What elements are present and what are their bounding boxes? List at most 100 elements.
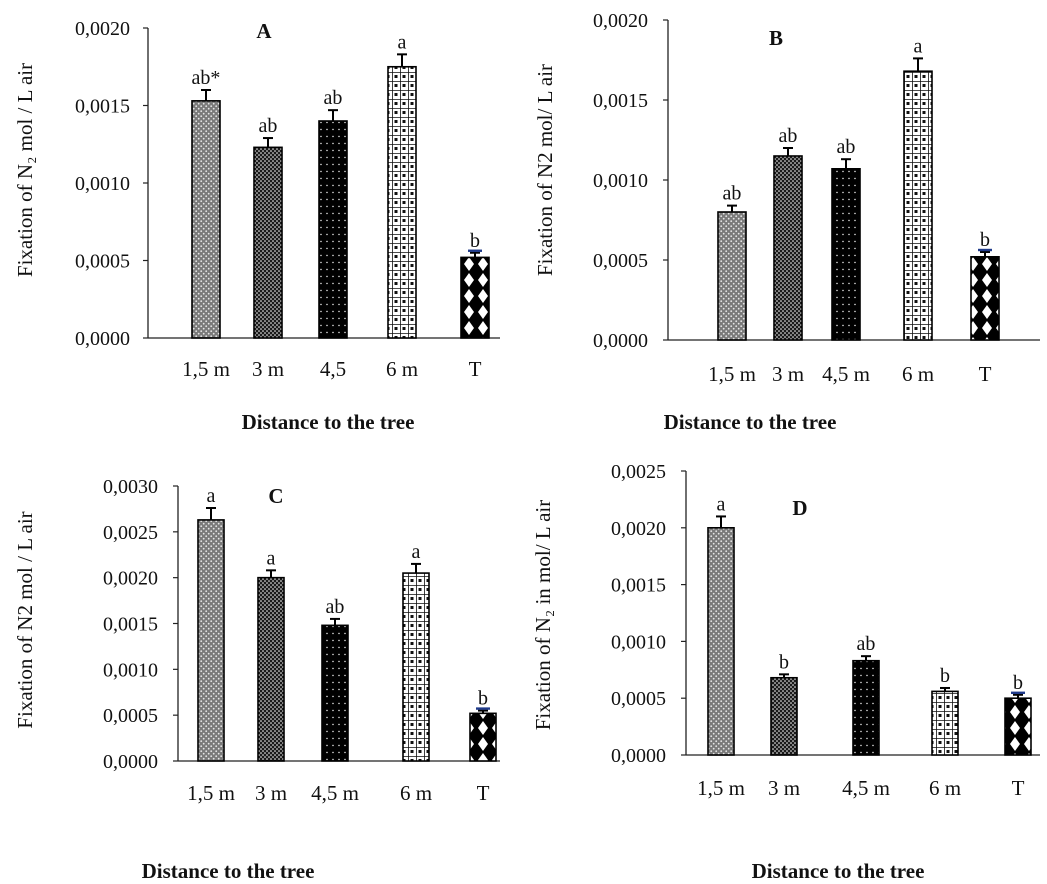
bar <box>831 168 861 341</box>
y-tick-label: 0,0005 <box>611 688 666 710</box>
y-tick-label: 0,0015 <box>103 614 158 636</box>
significance-letter: a <box>914 35 923 57</box>
significance-letter: a <box>717 493 726 515</box>
y-axis-title: Fixation of N2 mol / L air <box>13 511 37 728</box>
bar <box>318 120 348 339</box>
x-category-label: 6 m <box>929 776 961 800</box>
y-tick-label: 0,0030 <box>103 476 158 498</box>
x-category-label: 3 m <box>252 357 284 381</box>
significance-letter: ab* <box>192 67 221 89</box>
significance-letter: ab <box>324 87 343 109</box>
x-axis-title: Distance to the tree <box>664 410 837 434</box>
y-tick-label: 0,0020 <box>103 568 158 590</box>
significance-letter: b <box>478 688 488 710</box>
significance-letter: a <box>398 31 407 53</box>
x-category-label: 4,5 m <box>842 776 890 800</box>
x-category-label: 3 m <box>255 781 287 805</box>
bar <box>852 659 880 756</box>
x-category-label: 3 m <box>768 776 800 800</box>
y-tick-label: 0,0010 <box>103 659 158 681</box>
x-category-label: T <box>477 781 490 805</box>
y-tick-label: 0,0010 <box>75 173 130 195</box>
y-axis-title: Fixation of N₂ mol / L air <box>13 63 37 277</box>
panel-label: D <box>792 496 807 520</box>
y-tick-label: 0,0020 <box>593 10 648 32</box>
significance-letter: b <box>779 651 789 673</box>
x-category-label: 1,5 m <box>182 357 230 381</box>
y-tick-label: 0,0020 <box>611 518 666 540</box>
x-category-label: T <box>979 362 992 386</box>
significance-letter: b <box>940 665 950 687</box>
panel-label: B <box>769 26 783 50</box>
y-tick-label: 0,0000 <box>593 330 648 352</box>
significance-letter: ab <box>259 115 278 137</box>
x-category-label: 4,5 <box>320 357 346 381</box>
bar <box>460 256 490 339</box>
x-category-label: 6 m <box>386 357 418 381</box>
x-category-label: 4,5 m <box>311 781 359 805</box>
y-tick-label: 0,0000 <box>611 745 666 767</box>
bar <box>191 100 221 339</box>
y-tick-label: 0,0015 <box>75 96 130 118</box>
x-category-label: 6 m <box>902 362 934 386</box>
significance-letter: ab <box>723 183 742 205</box>
y-tick-label: 0,0025 <box>611 461 666 483</box>
panel-label: C <box>268 484 283 508</box>
bar <box>770 676 798 756</box>
bar <box>931 690 959 756</box>
bar <box>469 712 497 762</box>
significance-letter: a <box>267 547 276 569</box>
y-tick-label: 0,0000 <box>75 328 130 350</box>
bar <box>717 211 747 341</box>
bar <box>321 624 349 762</box>
bar <box>257 576 285 762</box>
bar <box>387 65 417 339</box>
significance-letter: b <box>470 230 480 252</box>
y-tick-label: 0,0010 <box>593 170 648 192</box>
significance-letter: ab <box>326 596 345 618</box>
y-tick-label: 0,0015 <box>611 575 666 597</box>
x-axis-title: Distance to the tree <box>142 859 315 883</box>
x-axis-title: Distance to the tree <box>242 410 415 434</box>
significance-letter: a <box>207 485 216 507</box>
y-axis-title: Fixation of N₂ in mol/ L air <box>531 500 555 731</box>
significance-letter: b <box>980 229 990 251</box>
x-category-label: 1,5 m <box>697 776 745 800</box>
significance-letter: b <box>1013 672 1023 694</box>
y-axis-title: Fixation of N2 mol/ L air <box>533 64 557 276</box>
x-category-label: 1,5 m <box>187 781 235 805</box>
x-category-label: T <box>1012 776 1025 800</box>
significance-letter: a <box>412 541 421 563</box>
significance-letter: ab <box>857 633 876 655</box>
significance-letter: ab <box>837 136 856 158</box>
y-tick-label: 0,0025 <box>103 522 158 544</box>
y-tick-label: 0,0005 <box>103 705 158 727</box>
y-tick-label: 0,0015 <box>593 90 648 112</box>
significance-letter: ab <box>779 125 798 147</box>
y-tick-label: 0,0005 <box>593 250 648 272</box>
x-category-label: 6 m <box>400 781 432 805</box>
chart-panel-c: 0,0000 0,0005 0,0010 0,0015 0,0020 0,0025 0,00… <box>13 476 500 883</box>
chart-panel-d: 0,0000 0,0005 0,0010 0,0015 0,0020 0,0025 a 1,5… <box>531 461 1040 883</box>
panel-label: A <box>256 19 272 43</box>
x-axis-title: Distance to the tree <box>752 859 925 883</box>
y-tick-label: 0,0020 <box>75 18 130 40</box>
bar <box>970 255 1000 341</box>
x-category-label: 3 m <box>772 362 804 386</box>
y-tick-label: 0,0010 <box>611 631 666 653</box>
bar <box>903 70 933 341</box>
y-tick-label: 0,0005 <box>75 251 130 273</box>
bar <box>402 572 430 762</box>
bar <box>773 155 803 341</box>
bar <box>253 146 283 339</box>
bar <box>1004 697 1032 756</box>
y-tick-label: 0,0000 <box>103 751 158 773</box>
x-category-label: T <box>469 357 482 381</box>
bar <box>197 519 225 762</box>
x-category-label: 4,5 m <box>822 362 870 386</box>
x-category-label: 1,5 m <box>708 362 756 386</box>
